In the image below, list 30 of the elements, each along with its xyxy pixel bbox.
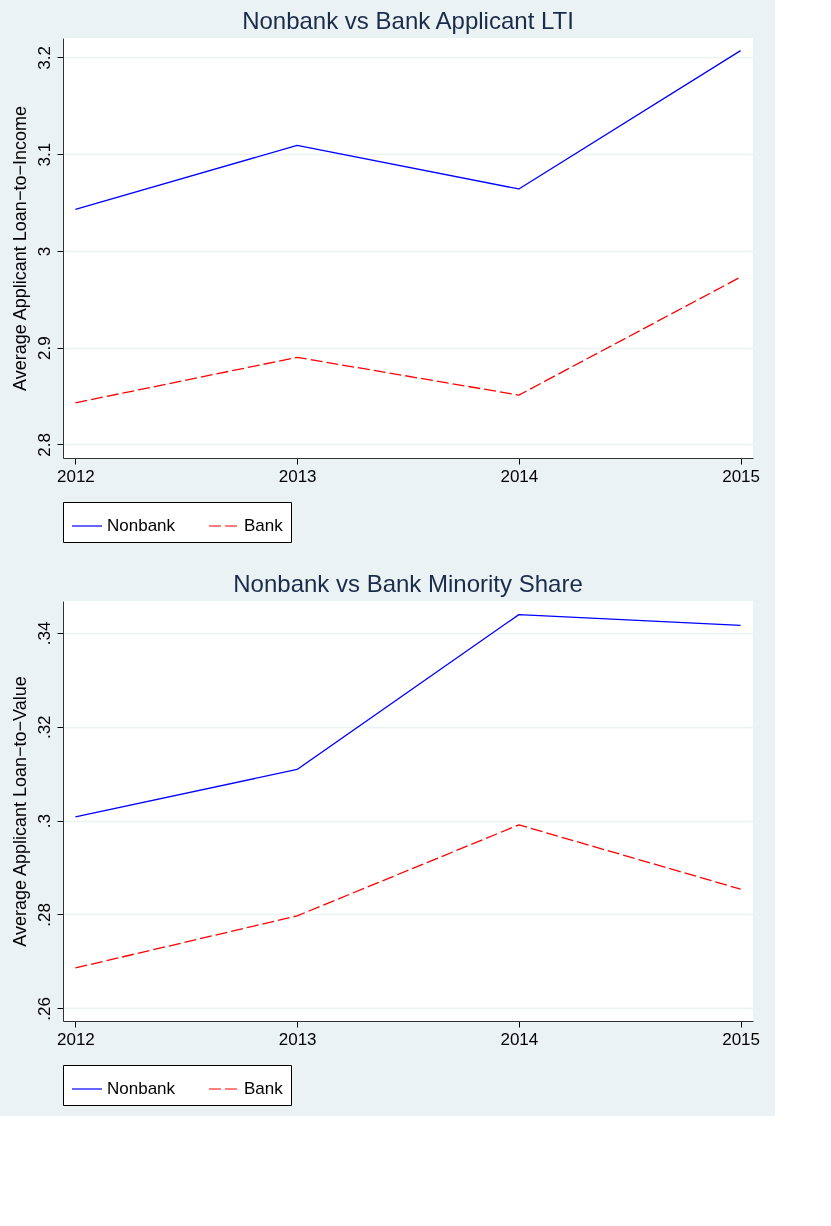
y-tick-label: 2.9	[34, 336, 54, 360]
y-tick-label: .34	[34, 621, 54, 646]
y-axis-title: Average Applicant Loan−to−Value	[9, 676, 30, 947]
chart-title: Nonbank vs Bank Applicant LTI	[242, 7, 574, 34]
y-tick-label: .26	[34, 997, 54, 1021]
x-tick-label: 2014	[500, 1029, 539, 1049]
y-tick-label: .3	[34, 814, 54, 829]
x-tick-label: 2012	[57, 466, 95, 486]
line-series	[74, 276, 742, 404]
y-tick-label: 3.1	[34, 142, 54, 167]
x-tick-label: 2014	[500, 466, 539, 486]
x-tick-label: 2015	[722, 1029, 760, 1049]
chart-title: Nonbank vs Bank Minority Share	[233, 570, 583, 597]
x-tick-label: 2013	[278, 1029, 317, 1049]
legend-label: Nonbank	[107, 516, 176, 535]
y-tick-label: 3	[34, 246, 54, 257]
y-tick-label: .28	[34, 903, 54, 927]
x-tick-label: 2015	[722, 466, 760, 486]
legend-label: Bank	[244, 1079, 284, 1098]
line-series	[74, 613, 742, 818]
x-tick-label: 2012	[57, 1029, 95, 1049]
line-series	[74, 824, 742, 969]
legend-label: Bank	[244, 516, 284, 535]
y-tick-label: 2.8	[34, 433, 54, 457]
line-series	[74, 49, 742, 210]
x-tick-label: 2013	[278, 466, 317, 486]
y-axis-title: Average Applicant Loan−to−Income	[9, 106, 30, 391]
y-tick-label: 3.2	[34, 46, 54, 70]
y-tick-label: .32	[34, 715, 54, 740]
legend-label: Nonbank	[107, 1079, 176, 1098]
